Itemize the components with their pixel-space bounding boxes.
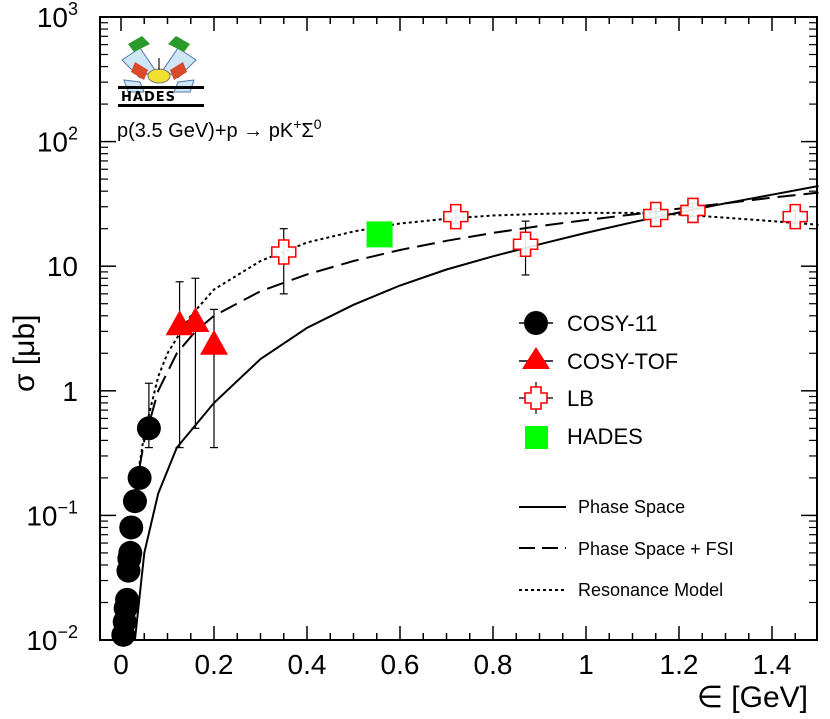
y-tick-label: 102	[37, 124, 78, 158]
lb-point	[642, 201, 669, 228]
x-tick-label: 0.8	[474, 649, 513, 680]
cosy-11-point	[115, 587, 140, 612]
legend-entry-phase-space: Phase Space	[519, 497, 685, 517]
y-tick-label-base: 10	[37, 2, 68, 33]
legend-label: COSY-TOF	[567, 349, 678, 374]
x-tick-label: 0.6	[381, 649, 420, 680]
hades-detector-icon	[121, 36, 197, 93]
lb-point	[782, 203, 809, 230]
cosy-11-point	[136, 416, 161, 441]
legend-label: HADES	[567, 424, 643, 449]
lb-point	[443, 203, 469, 230]
cosy-11-point	[119, 515, 144, 540]
y-tick-label-base: 1	[62, 376, 78, 407]
legend-entry-hades: HADES	[525, 424, 643, 449]
legend-label: Resonance Model	[578, 580, 723, 600]
legend-entry-resonance-model: Resonance Model	[519, 580, 723, 600]
data-markers-layer	[111, 197, 809, 647]
legend-entry-lb: LB	[519, 382, 594, 414]
x-tick-label: 1.2	[660, 649, 699, 680]
y-tick-label-base: 10	[37, 127, 68, 158]
reaction-label-sup2: 0	[314, 116, 322, 132]
y-tick-label-base: 10	[26, 500, 57, 531]
theory-curves-layer	[133, 185, 819, 641]
y-tick-label-base: 10	[26, 625, 57, 656]
legend-entry-phase-space-fsi: Phase Space + FSI	[519, 539, 734, 559]
x-tick-label: 1.4	[753, 649, 792, 680]
reaction-label-sup1: +	[293, 116, 301, 132]
y-tick-label: 10−1	[26, 497, 78, 531]
y-tick-label-exponent: −1	[57, 497, 78, 517]
hades-point	[366, 221, 393, 248]
cosy-11-point	[118, 540, 143, 565]
lb-point	[512, 231, 539, 258]
y-tick-label: 10	[47, 251, 78, 282]
y-tick-label: 103	[37, 0, 78, 33]
y-tick-label-base: 10	[47, 251, 78, 282]
y-tick-label-exponent: 3	[68, 0, 78, 19]
y-axis-title: σ [μb]	[8, 315, 41, 393]
y-tick-label-exponent: 2	[68, 124, 78, 144]
lb-point	[270, 239, 297, 265]
x-tick-label: 1	[578, 649, 594, 680]
legend-label: Phase Space	[578, 497, 685, 517]
x-axis-title: ∈ [GeV]	[697, 681, 808, 714]
legend-marker-circle	[524, 311, 548, 335]
lb-point	[680, 197, 706, 224]
legend-label: LB	[567, 386, 594, 411]
y-tick-label: 10−2	[26, 622, 78, 656]
reaction-label: p(3.5 GeV)+p → pK+Σ0	[117, 116, 322, 142]
reaction-label-main: p(3.5 GeV)+p → pK	[117, 120, 294, 142]
legend: COSY-11 COSY-TOF LB HADES Phase Space	[519, 311, 734, 600]
curve-phase-space	[133, 185, 819, 641]
x-tick-label: 0.4	[288, 649, 327, 680]
hades-logo: HADES	[118, 36, 204, 107]
hades-logo-text: HADES	[121, 90, 176, 105]
legend-entry-cosy-11: COSY-11	[519, 311, 658, 336]
legend-marker-triangle	[522, 347, 550, 369]
cosy-11-point	[122, 489, 147, 514]
cosy-tof-point	[200, 329, 228, 355]
y-tick-label-exponent: −2	[57, 622, 78, 642]
legend-label: COSY-11	[567, 311, 658, 336]
curve-phase-space-fsi	[133, 191, 819, 494]
x-tick-label: 0.2	[195, 649, 234, 680]
legend-entry-cosy-tof: COSY-TOF	[519, 347, 678, 374]
legend-marker-open-cross	[524, 386, 548, 410]
cosy-tof-point	[181, 307, 210, 333]
curve-resonance-model	[133, 211, 819, 494]
reaction-label-sigma: Σ	[301, 120, 313, 142]
cosy-11-point	[127, 465, 152, 490]
legend-marker-square	[525, 426, 548, 449]
y-tick-label: 1	[62, 376, 78, 407]
legend-label: Phase Space + FSI	[578, 539, 734, 559]
plot-frame	[99, 16, 818, 641]
x-tick-label: 0	[113, 649, 129, 680]
